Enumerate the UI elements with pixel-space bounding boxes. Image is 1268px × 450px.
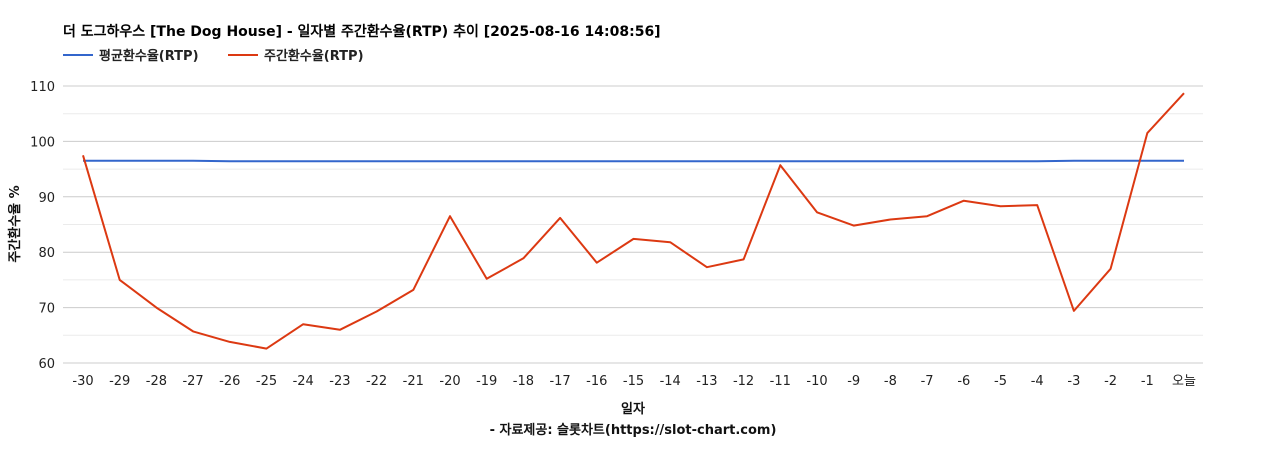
x-tick-label: -10 (806, 374, 827, 389)
chart-title: 더 도그하우스 [The Dog House] - 일자별 주간환수율(RTP)… (63, 23, 661, 40)
x-tick-label: -25 (256, 374, 277, 389)
y-tick-label: 70 (38, 302, 55, 317)
x-tick-label: -4 (1031, 374, 1044, 389)
x-tick-label: -22 (366, 374, 387, 389)
x-tick-label: -14 (660, 374, 681, 389)
y-tick-label: 60 (38, 357, 55, 372)
legend-label-average: 평균환수율(RTP) (99, 48, 199, 64)
x-tick-label: -5 (994, 374, 1007, 389)
y-tick-label: 100 (30, 135, 55, 150)
x-axis-ticks: -30 -29 -28 -27 -26 -25 -24 -23 -22 -21 -20 -19 -18-… (72, 374, 1196, 389)
legend: 평균환수율(RTP) 주간환수율(RTP) (63, 48, 364, 64)
series-lines (82, 92, 1185, 350)
x-tick-label: -24 (293, 374, 314, 389)
x-tick-label: -8 (884, 374, 897, 389)
x-tick-label: -12 (733, 374, 754, 389)
x-tick-label: 오늘 (1172, 374, 1196, 389)
x-tick-label: -19 (476, 374, 497, 389)
x-tick-label: -27 (182, 374, 203, 389)
x-tick-label: -18 (513, 374, 534, 389)
grid-lines (63, 85, 1203, 364)
x-tick-label: -2 (1104, 374, 1117, 389)
x-tick-label: -26 (219, 374, 240, 389)
y-tick-label: 80 (38, 246, 55, 261)
x-tick-label: -23 (329, 374, 350, 389)
x-axis-label: 일자 (621, 402, 645, 417)
y-tick-label: 90 (38, 191, 55, 206)
legend-label-weekly: 주간환수율(RTP) (264, 48, 364, 64)
x-tick-label: -30 (72, 374, 93, 389)
y-axis-label: 주간환수율 % (7, 185, 23, 262)
source-credit: - 자료제공: 슬롯차트(https://slot-chart.com) (490, 422, 777, 438)
x-tick-label: -21 (403, 374, 424, 389)
series-line-weekly-rtp (82, 92, 1185, 350)
x-tick-label: -11 (770, 374, 791, 389)
x-tick-label: -17 (549, 374, 570, 389)
x-tick-label: -6 (957, 374, 970, 389)
x-tick-label: -3 (1067, 374, 1080, 389)
series-line-average-rtp (83, 159, 1184, 163)
x-tick-label: -20 (439, 374, 460, 389)
x-tick-label: -29 (109, 374, 130, 389)
x-tick-label: -13 (696, 374, 717, 389)
x-tick-label: -9 (847, 374, 860, 389)
x-tick-label: -1 (1141, 374, 1154, 389)
y-tick-label: 110 (30, 80, 55, 95)
y-axis-ticks: 60 70 80 90 100 110 (30, 80, 55, 372)
x-tick-label: -16 (586, 374, 607, 389)
x-tick-label: -7 (921, 374, 934, 389)
x-tick-label: -15 (623, 374, 644, 389)
x-tick-label: -28 (146, 374, 167, 389)
